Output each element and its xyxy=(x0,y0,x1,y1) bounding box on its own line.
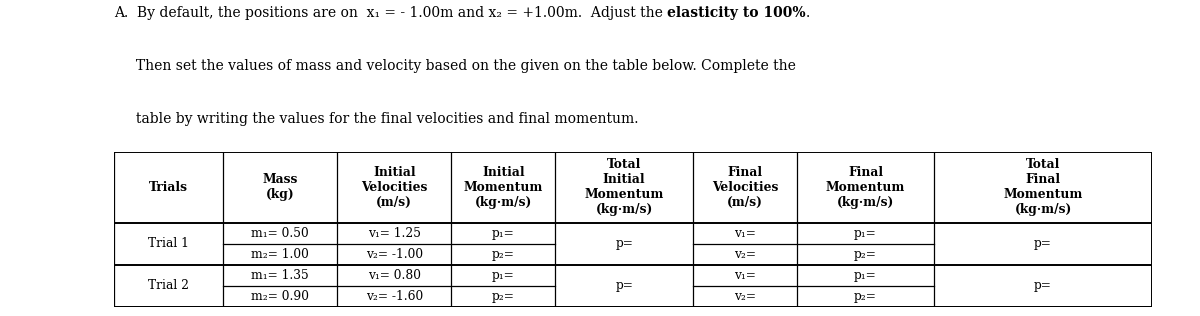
Text: p₁=: p₁= xyxy=(854,227,877,240)
Text: m₂= 1.00: m₂= 1.00 xyxy=(251,248,310,261)
Text: Trial 2: Trial 2 xyxy=(148,279,188,292)
Text: p₁=: p₁= xyxy=(854,269,877,282)
Text: p₁=: p₁= xyxy=(492,227,515,240)
Text: p=: p= xyxy=(616,237,634,250)
Text: A.  By default, the positions are on  x₁ = - 1.00m and x₂ = +1.00m.  Adjust the: A. By default, the positions are on x₁ =… xyxy=(114,6,667,20)
Text: Trial 1: Trial 1 xyxy=(148,237,188,250)
Text: p₂=: p₂= xyxy=(854,289,877,302)
Text: Final
Momentum
(kg·m/s): Final Momentum (kg·m/s) xyxy=(826,166,905,209)
Text: Initial
Velocities
(m/s): Initial Velocities (m/s) xyxy=(361,166,427,209)
Text: table by writing the values for the final velocities and final momentum.: table by writing the values for the fina… xyxy=(114,112,638,126)
Text: v₂=: v₂= xyxy=(734,289,756,302)
Text: m₂= 0.90: m₂= 0.90 xyxy=(251,289,310,302)
Text: elasticity to 100%: elasticity to 100% xyxy=(667,6,806,20)
Text: Total
Final
Momentum
(kg·m/s): Total Final Momentum (kg·m/s) xyxy=(1003,158,1082,216)
Text: v₁= 0.80: v₁= 0.80 xyxy=(367,269,421,282)
Text: p=: p= xyxy=(616,279,634,292)
Text: v₁=: v₁= xyxy=(734,269,756,282)
Text: p₁=: p₁= xyxy=(492,269,515,282)
Text: m₁= 0.50: m₁= 0.50 xyxy=(251,227,308,240)
Text: Mass
(kg): Mass (kg) xyxy=(263,173,298,201)
Text: m₁= 1.35: m₁= 1.35 xyxy=(251,269,308,282)
Text: p₂=: p₂= xyxy=(854,248,877,261)
Text: Trials: Trials xyxy=(149,181,188,194)
Text: Total
Initial
Momentum
(kg·m/s): Total Initial Momentum (kg·m/s) xyxy=(584,158,664,216)
Text: v₂=: v₂= xyxy=(734,248,756,261)
Text: p=: p= xyxy=(1034,279,1052,292)
Text: Final
Velocities
(m/s): Final Velocities (m/s) xyxy=(712,166,779,209)
Text: Then set the values of mass and velocity based on the given on the table below. : Then set the values of mass and velocity… xyxy=(114,59,796,73)
Text: v₂= -1.00: v₂= -1.00 xyxy=(366,248,422,261)
Text: .: . xyxy=(806,6,810,20)
Text: p₂=: p₂= xyxy=(492,248,515,261)
Text: v₁= 1.25: v₁= 1.25 xyxy=(367,227,421,240)
Text: Initial
Momentum
(kg·m/s): Initial Momentum (kg·m/s) xyxy=(463,166,542,209)
Text: v₂= -1.60: v₂= -1.60 xyxy=(366,289,422,302)
Text: p=: p= xyxy=(1034,237,1052,250)
Text: v₁=: v₁= xyxy=(734,227,756,240)
Text: p₂=: p₂= xyxy=(492,289,515,302)
